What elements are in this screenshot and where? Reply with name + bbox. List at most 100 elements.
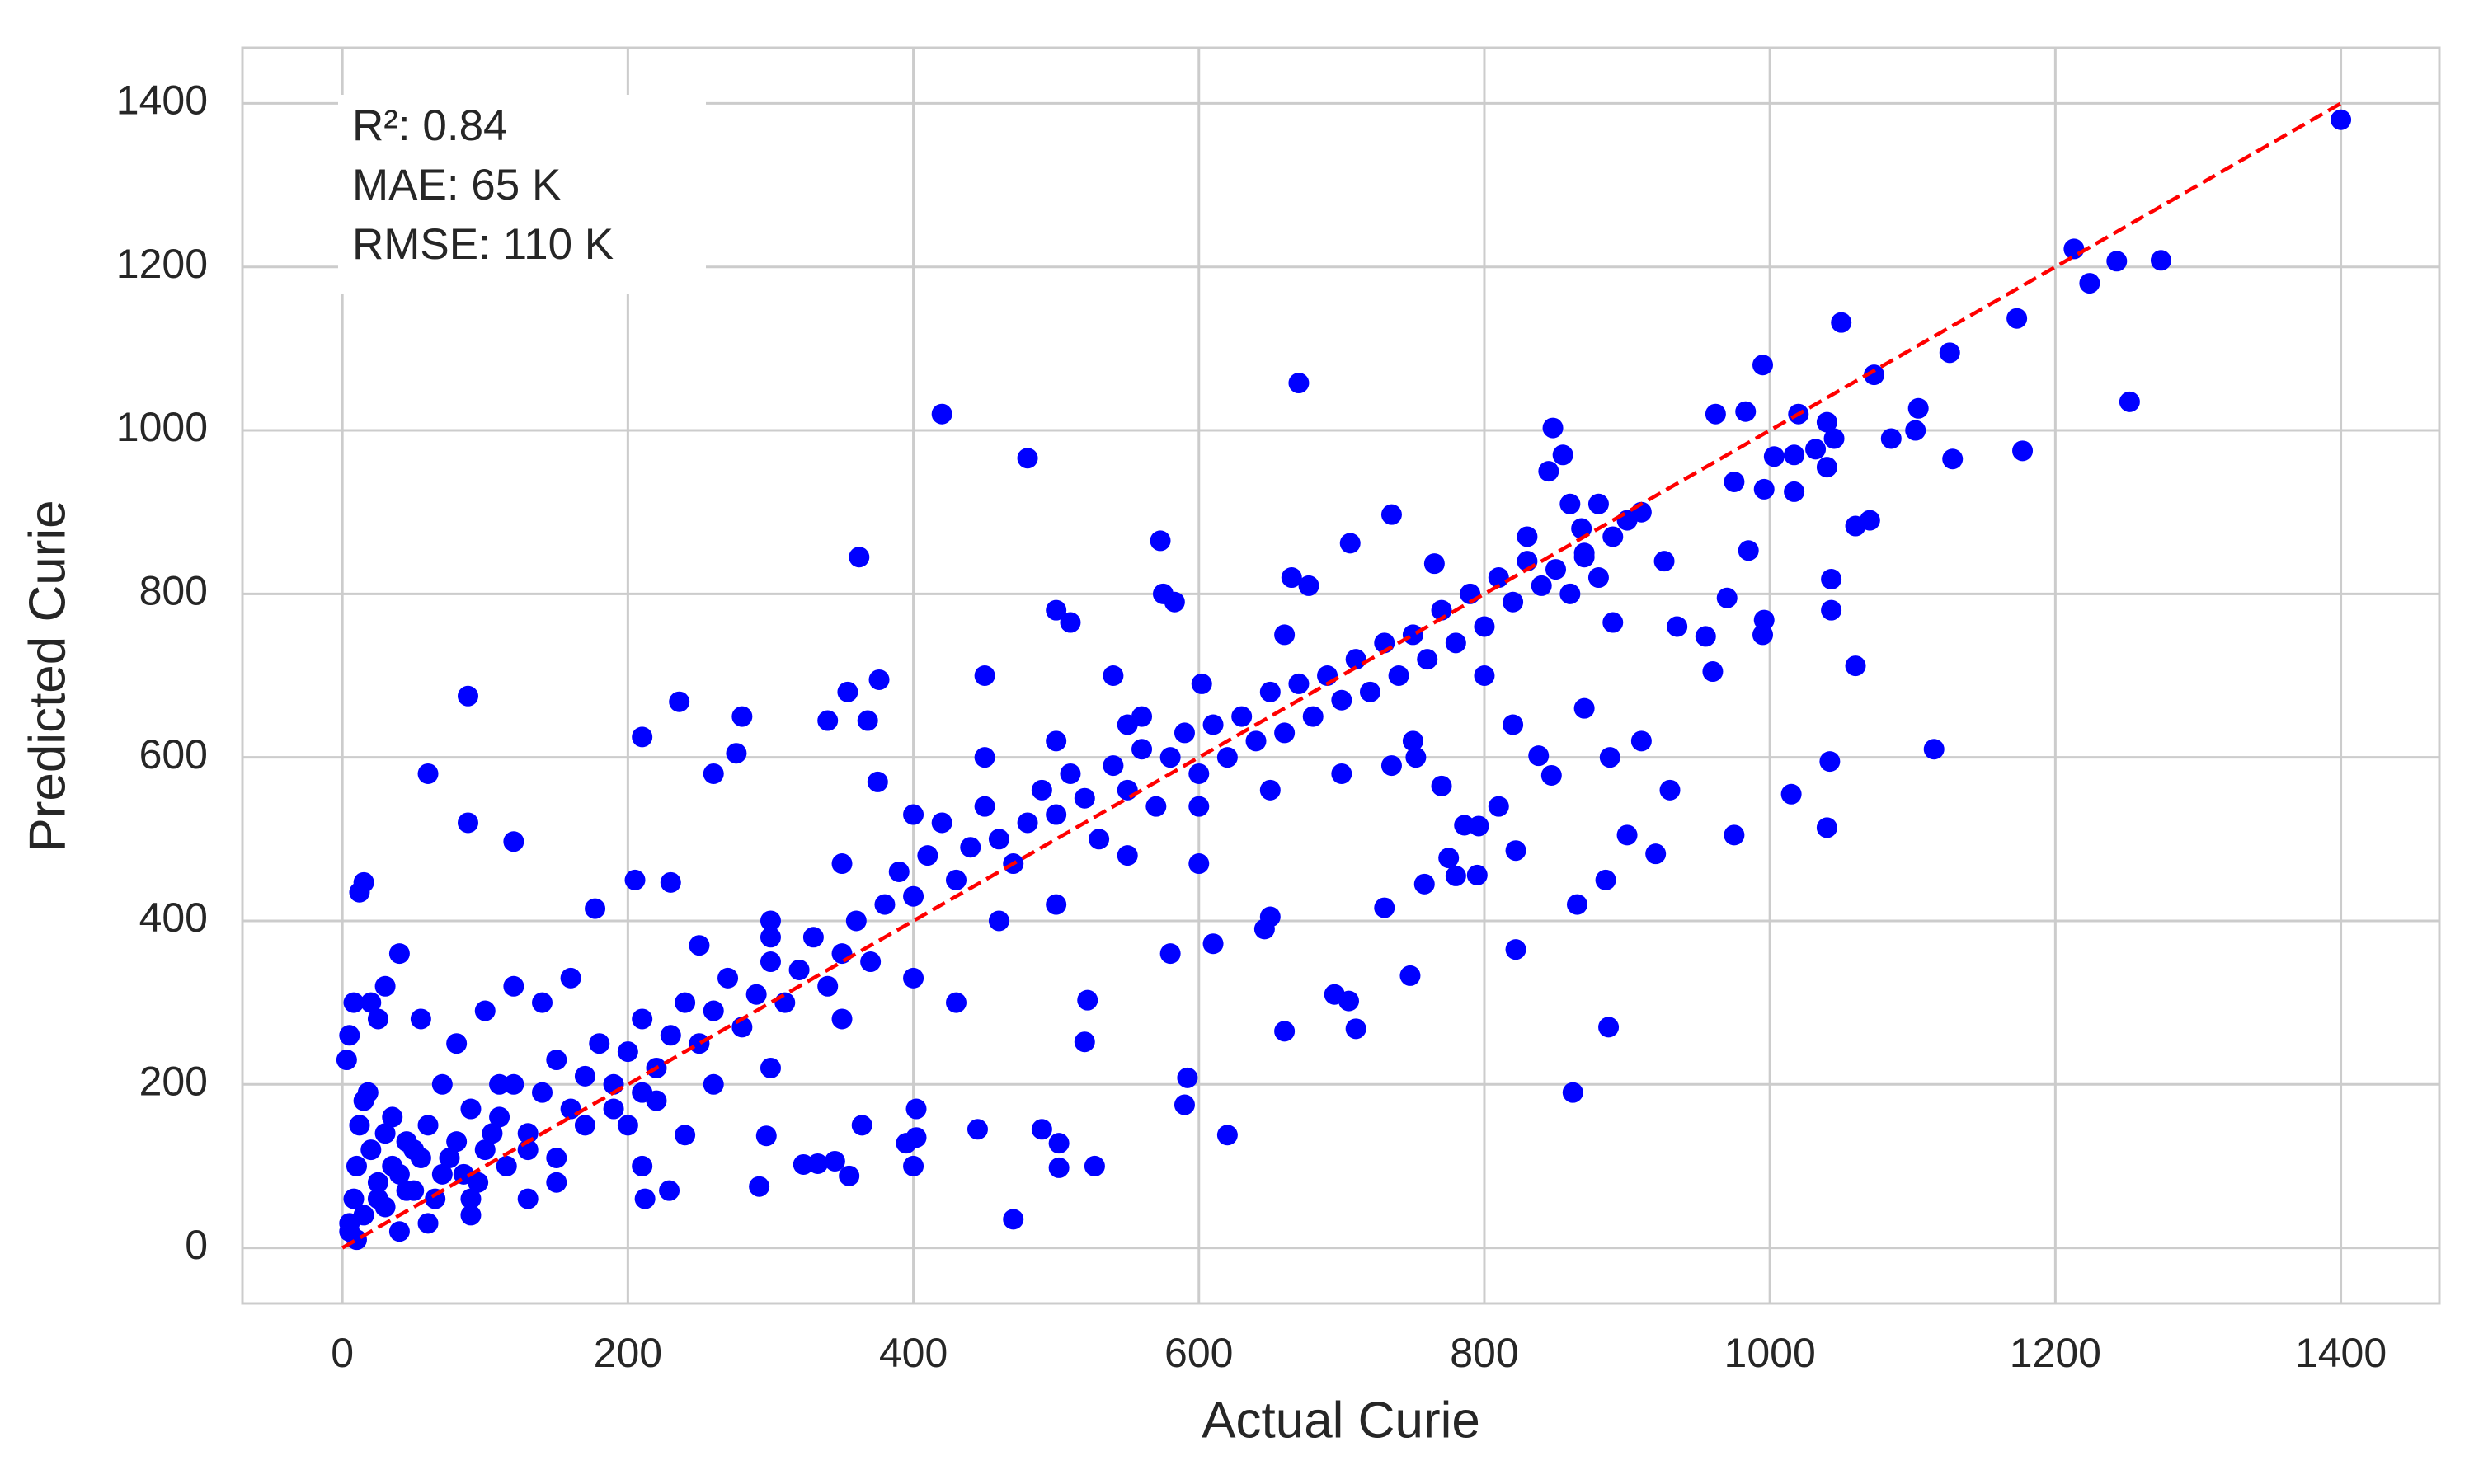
annotation: R²: 0.84 MAE: 65 K RMSE: 110 K [352,101,614,269]
point [1060,612,1081,633]
point [1821,599,1842,621]
point [868,669,890,690]
point [931,812,952,834]
point [446,1033,468,1054]
point [1150,530,1171,552]
point [845,910,867,932]
point [1117,779,1138,801]
point [353,1205,374,1226]
point [457,812,478,834]
point [960,837,981,858]
point [367,1172,388,1193]
point [867,771,888,792]
point [1942,448,1964,470]
point [1474,665,1495,686]
point [2012,440,2034,462]
y-tick-label: 0 [185,1222,208,1268]
point [1653,551,1675,572]
point [1202,933,1224,955]
point [489,1106,510,1128]
point [374,975,396,997]
point [585,898,606,919]
point [1542,417,1564,439]
point [1474,616,1495,637]
point [945,992,967,1013]
point [410,1008,431,1030]
point [417,1115,439,1136]
x-axis-label: Actual Curie [1202,1392,1480,1449]
point [849,547,870,568]
point [1545,559,1567,580]
point [1017,448,1038,469]
point [360,992,382,1013]
point [817,975,839,997]
point [675,1125,696,1146]
point [1705,403,1726,425]
point [1552,444,1573,466]
point [1599,747,1620,768]
point [1716,587,1738,608]
point [1845,515,1866,537]
grid [242,48,2439,1303]
point [1695,626,1716,647]
point [574,1065,595,1087]
point [1503,591,1524,613]
point [560,967,581,989]
point [974,747,995,768]
point [532,992,553,1013]
x-tick-label: 1200 [2010,1330,2101,1376]
point [374,1123,396,1144]
y-tick-label: 1200 [116,241,208,287]
point [1667,616,1688,637]
point [837,681,858,702]
point [1505,840,1526,862]
point [1784,444,1805,466]
point [1595,869,1616,890]
point [474,1000,496,1021]
point [1845,655,1866,677]
point [417,763,439,784]
point [839,1165,860,1186]
plot-frame [241,46,2441,1305]
point [749,1176,770,1197]
annotation-line: RMSE: 110 K [352,220,614,269]
point [1046,730,1067,752]
point [802,927,824,948]
point [1616,824,1638,846]
point [1602,526,1624,547]
point [1216,747,1238,768]
point [1046,599,1067,621]
point [382,1106,403,1128]
point [1046,804,1067,825]
point [1738,540,1759,561]
point [1528,745,1550,767]
point [360,1139,382,1161]
point [1191,673,1212,694]
point [546,1172,567,1193]
point [1046,894,1067,915]
point [1505,939,1526,960]
point [1017,812,1038,834]
point [1735,401,1757,422]
point [1724,472,1745,493]
point [1380,504,1402,525]
point [1159,943,1181,965]
point [1538,461,1559,482]
y-tick-label: 600 [139,731,208,777]
point [546,1148,567,1169]
point [831,1008,853,1030]
point [760,951,781,973]
point [1048,1157,1070,1178]
point [1074,1031,1095,1053]
point [988,829,1009,850]
point [1374,897,1395,918]
point [468,1172,489,1193]
point [1630,730,1652,752]
point [1274,624,1296,646]
point [1084,1155,1105,1176]
point [760,1057,781,1078]
point [1587,493,1609,514]
point [888,861,910,882]
x-tick-label: 1400 [2295,1330,2387,1376]
point [382,1155,403,1176]
